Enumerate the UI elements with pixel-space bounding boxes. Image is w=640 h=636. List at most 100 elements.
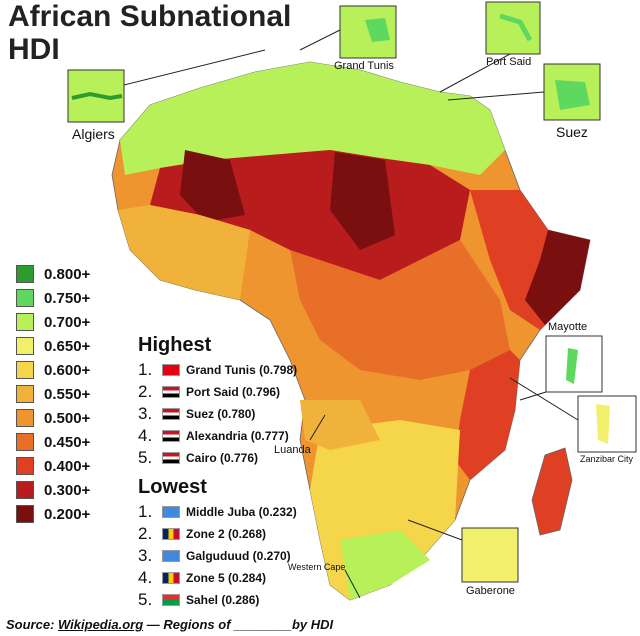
algiers-label: Algiers xyxy=(72,126,115,142)
chad-flag-icon xyxy=(162,528,180,540)
legend-swatch xyxy=(16,433,34,451)
rank-number: 1. xyxy=(138,502,153,521)
west-coast-region xyxy=(118,205,250,300)
list-item: 5. Sahel (0.286) xyxy=(138,589,297,611)
rank-text: Galguduud (0.270) xyxy=(186,549,291,563)
rank-number: 4. xyxy=(138,568,153,587)
central-region xyxy=(290,240,510,380)
madagascar xyxy=(531,447,573,536)
north-africa-region xyxy=(120,62,505,175)
egypt-flag-icon xyxy=(162,452,180,464)
legend-swatch xyxy=(16,265,34,283)
legend-item: 0.550+ xyxy=(16,382,90,406)
source-link[interactable]: Wikipedia.org xyxy=(58,617,144,632)
legend-item: 0.500+ xyxy=(16,406,90,430)
suez-leader xyxy=(447,91,545,101)
map-title: African Subnational HDI xyxy=(8,0,291,66)
legend-label: 0.750+ xyxy=(44,289,91,307)
map-title-line-1: African Subnational xyxy=(8,0,292,33)
algiers-leader xyxy=(123,49,266,86)
south-africa-region xyxy=(340,530,430,600)
egypt-flag-icon xyxy=(162,386,180,398)
port-said-inset xyxy=(485,1,541,55)
legend-label: 0.550+ xyxy=(44,385,91,403)
east-region xyxy=(455,350,520,480)
rank-number: 3. xyxy=(138,546,153,565)
legend-label: 0.600+ xyxy=(44,361,91,379)
rank-text: Middle Juba (0.232) xyxy=(186,505,297,519)
legend-swatch xyxy=(16,289,34,307)
mayotte-label: Mayotte xyxy=(548,321,588,333)
rank-number: 5. xyxy=(138,448,153,467)
rank-number: 3. xyxy=(138,404,153,423)
chad-flag-icon xyxy=(162,572,180,584)
somalia-flag-icon xyxy=(162,550,180,562)
legend-item: 0.750+ xyxy=(16,286,90,310)
lowest-heading: Lowest xyxy=(138,476,207,498)
list-item: 5. Cairo (0.776) xyxy=(138,447,297,469)
rank-number: 2. xyxy=(138,382,153,401)
legend-label: 0.700+ xyxy=(44,313,91,331)
rank-text: Zone 2 (0.268) xyxy=(186,527,267,541)
rank-text: Port Said (0.796) xyxy=(186,385,281,399)
rank-text: Alexandria (0.777) xyxy=(186,429,289,443)
map-title-line-2: HDI xyxy=(8,33,60,66)
legend-label: 0.800+ xyxy=(44,265,91,283)
source-suffix: — Regions of ________by HDI xyxy=(143,617,334,632)
legend-item: 0.700+ xyxy=(16,310,90,334)
suez-inset-shape xyxy=(555,80,590,110)
list-item: 3. Suez (0.780) xyxy=(138,403,297,425)
legend-swatch xyxy=(16,313,34,331)
rank-text: Cairo (0.776) xyxy=(186,451,259,465)
mayotte-inset-shape xyxy=(566,348,578,384)
legend-swatch xyxy=(16,481,34,499)
rank-number: 2. xyxy=(138,524,153,543)
somalia-flag-icon xyxy=(162,506,180,518)
legend-swatch xyxy=(16,409,34,427)
list-item: 3. Galguduud (0.270) xyxy=(138,545,297,567)
legend-item: 0.400+ xyxy=(16,454,90,478)
legend-label: 0.650+ xyxy=(44,337,91,355)
tunisia-flag-icon xyxy=(162,364,180,376)
list-item: 2. Port Said (0.796) xyxy=(138,381,297,403)
source-prefix: Source: xyxy=(6,617,59,632)
gaberone-leader xyxy=(407,519,463,541)
legend-label: 0.400+ xyxy=(44,457,91,475)
zanzibar-leader xyxy=(509,377,579,421)
legend-label: 0.300+ xyxy=(44,481,91,499)
lowest-list: Lowest 1. Middle Juba (0.232) 2. Zone 2 … xyxy=(138,476,297,611)
rank-number: 4. xyxy=(138,426,153,445)
hdi-legend: 0.800+ 0.750+ 0.700+ 0.650+ 0.600+ 0.550… xyxy=(16,262,90,526)
legend-swatch xyxy=(16,337,34,355)
legend-item: 0.650+ xyxy=(16,334,90,358)
rank-text: Suez (0.780) xyxy=(186,407,256,421)
rank-number: 5. xyxy=(138,590,153,609)
highest-heading: Highest xyxy=(138,334,212,356)
list-item: 1. Grand Tunis (0.798) xyxy=(138,359,297,381)
mayotte-leader xyxy=(519,391,547,401)
legend-swatch xyxy=(16,385,34,403)
egypt-flag-icon xyxy=(162,430,180,442)
angola-region xyxy=(300,400,380,450)
somalia-region xyxy=(525,230,590,325)
rank-number: 1. xyxy=(138,360,153,379)
grand-tunis-inset-shape xyxy=(365,18,390,42)
burkina-faso-flag-icon xyxy=(162,594,180,606)
legend-swatch xyxy=(16,505,34,523)
rank-text: Grand Tunis (0.798) xyxy=(186,363,298,377)
rank-text: Zone 5 (0.284) xyxy=(186,571,267,585)
list-item: 2. Zone 2 (0.268) xyxy=(138,523,297,545)
western-cape-leader xyxy=(344,569,361,599)
algiers-inset-coast xyxy=(71,91,123,101)
list-item: 1. Middle Juba (0.232) xyxy=(138,501,297,523)
list-item: 4. Zone 5 (0.284) xyxy=(138,567,297,589)
legend-item: 0.450+ xyxy=(16,430,90,454)
luanda-leader xyxy=(309,414,326,441)
luanda-label: Luanda xyxy=(274,444,311,456)
legend-label: 0.200+ xyxy=(44,505,91,523)
legend-label: 0.450+ xyxy=(44,433,91,451)
legend-label: 0.500+ xyxy=(44,409,91,427)
egypt-flag-icon xyxy=(162,408,180,420)
highest-list: Highest 1. Grand Tunis (0.798) 2. Port S… xyxy=(138,334,297,469)
